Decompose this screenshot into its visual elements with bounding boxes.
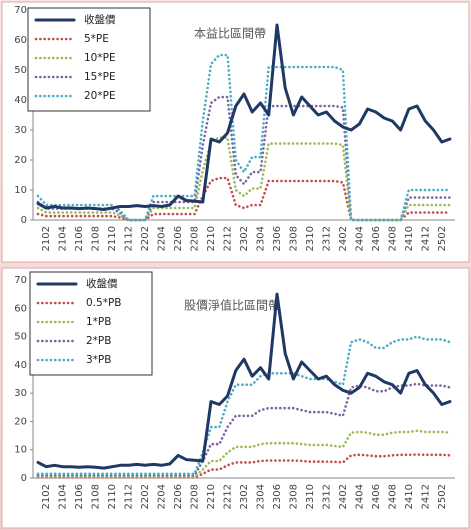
x-tick-label: 2502: [437, 226, 448, 251]
y-tick-label: 60: [14, 303, 27, 314]
y-tick-label: 30: [14, 388, 27, 399]
x-tick-label: 2110: [107, 226, 118, 251]
x-tick-label: 2410: [404, 226, 415, 251]
x-tick-label: 2406: [371, 484, 382, 509]
legend-label: 20*PE: [84, 90, 116, 102]
y-tick-label: 40: [14, 360, 27, 371]
band-line: [36, 136, 452, 222]
y-tick-label: 30: [14, 125, 27, 136]
x-tick-label: 2308: [288, 484, 299, 509]
band-line: [36, 382, 452, 477]
x-tick-label: 2402: [338, 226, 349, 251]
x-tick-label: 2212: [223, 484, 234, 509]
x-tick-label: 2104: [58, 484, 69, 509]
x-tick-label: 2110: [107, 484, 118, 509]
y-tick-label: 20: [14, 155, 27, 166]
x-tick-label: 2404: [354, 484, 365, 509]
y-tick-label: 10: [14, 185, 27, 196]
price-line: [36, 23, 452, 211]
y-tick-label: 20: [14, 416, 27, 427]
y-tick-label: 40: [14, 95, 27, 106]
x-tick-label: 2112: [124, 484, 135, 509]
y-tick-label: 60: [14, 35, 27, 46]
legend-label: 5*PE: [84, 33, 109, 45]
x-tick-label: 2304: [255, 226, 266, 251]
annotation: 股價淨值比區間帶: [184, 298, 280, 313]
x-tick-label: 2202: [140, 226, 151, 251]
x-tick-label: 2312: [321, 484, 332, 509]
price-line: [36, 292, 452, 470]
band-line: [36, 429, 452, 478]
panel: [1, 267, 470, 529]
legend-label: 15*PE: [84, 71, 116, 83]
x-tick-label: 2402: [338, 484, 349, 509]
x-tick-label: 2206: [173, 484, 184, 509]
x-tick-label: 2408: [387, 484, 398, 509]
x-tick-label: 2412: [420, 226, 431, 251]
x-tick-label: 2306: [272, 484, 283, 509]
y-tick-label: 50: [14, 332, 27, 343]
x-tick-label: 2410: [404, 484, 415, 509]
x-tick-label: 2212: [223, 226, 234, 251]
x-tick-label: 2310: [305, 484, 316, 509]
x-tick-label: 2208: [190, 226, 201, 251]
legend-label: 1*PB: [86, 316, 111, 328]
x-tick-label: 2204: [157, 484, 168, 509]
y-tick-label: 10: [14, 445, 27, 456]
x-tick-label: 2302: [239, 484, 250, 509]
x-tick-label: 2106: [74, 226, 85, 251]
y-tick-label: 0: [21, 215, 27, 226]
x-tick-label: 2302: [239, 226, 250, 251]
y-tick-label: 70: [14, 5, 27, 16]
x-tick-label: 2204: [157, 226, 168, 251]
x-tick-label: 2206: [173, 226, 184, 251]
x-tick-label: 2406: [371, 226, 382, 251]
annotation: 本益比區間帶: [194, 27, 266, 41]
x-tick-label: 2306: [272, 226, 283, 251]
band-line: [36, 335, 452, 476]
legend-label: 收盤價: [86, 277, 118, 290]
x-tick-label: 2104: [58, 226, 69, 251]
x-tick-label: 2408: [387, 226, 398, 251]
legend-label: 收盤價: [84, 13, 116, 26]
legend-label: 3*PB: [86, 354, 111, 366]
legend-label: 10*PE: [84, 52, 116, 64]
x-tick-label: 2210: [206, 484, 217, 509]
x-tick-label: 2102: [41, 484, 52, 509]
x-tick-label: 2112: [124, 226, 135, 251]
y-tick-label: 50: [14, 65, 27, 76]
x-tick-label: 2304: [255, 484, 266, 509]
x-tick-label: 2310: [305, 226, 316, 251]
x-tick-label: 2502: [437, 484, 448, 509]
x-tick-label: 2202: [140, 484, 151, 509]
legend-label: 0.5*PB: [86, 297, 121, 309]
x-tick-label: 2412: [420, 484, 431, 509]
legend-label: 2*PB: [86, 335, 111, 347]
band-line: [36, 95, 452, 222]
x-tick-label: 2108: [91, 484, 102, 509]
x-tick-label: 2102: [41, 226, 52, 251]
legend: [29, 271, 153, 376]
x-tick-label: 2404: [354, 226, 365, 251]
x-tick-label: 2210: [206, 226, 217, 251]
legend: [27, 7, 151, 112]
x-tick-label: 2108: [91, 226, 102, 251]
x-tick-label: 2208: [190, 484, 201, 509]
x-tick-label: 2312: [321, 226, 332, 251]
x-tick-label: 2308: [288, 226, 299, 251]
band-line: [36, 53, 452, 222]
y-tick-label: 70: [14, 275, 27, 286]
y-tick-label: 0: [21, 473, 27, 484]
x-tick-label: 2106: [74, 484, 85, 509]
